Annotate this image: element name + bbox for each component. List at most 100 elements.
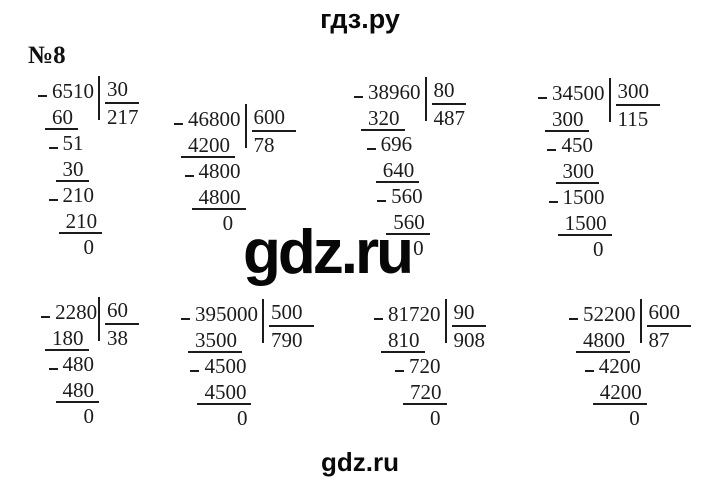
division-row: 6510 [38, 78, 102, 104]
division-row: 480 [52, 377, 99, 403]
minus-sign [547, 149, 557, 151]
division-steps: 34500 300 450 300 1500 1500 0 [538, 80, 612, 262]
division-row: 0 [552, 236, 612, 262]
step-value: 180 [45, 325, 89, 351]
step-value: 0 [83, 235, 95, 259]
step-value: 450 [561, 133, 593, 157]
step-value: 4200 [181, 132, 235, 158]
division-row: 4500 [195, 379, 258, 405]
division-row: 4500 [190, 353, 258, 379]
long-division-block: 46800 4200 4800 4800 0 600 78 [174, 104, 296, 236]
division-row: 34500 [538, 80, 612, 106]
step-value: 4200 [592, 379, 647, 405]
step-value: 560 [386, 209, 430, 235]
step-value: 1500 [562, 185, 605, 209]
division-row: 0 [388, 405, 447, 431]
minus-sign [374, 318, 383, 320]
minus-sign [584, 370, 594, 372]
step-value: 52200 [583, 302, 636, 326]
division-row: 0 [52, 403, 99, 429]
step-value: 30 [55, 156, 89, 182]
division-row: 81720 [374, 301, 447, 327]
minus-sign [181, 318, 190, 320]
minus-sign [395, 370, 404, 372]
division-row: 720 [388, 353, 447, 379]
division-row: 720 [388, 379, 447, 405]
step-value: 0 [237, 406, 248, 430]
site-watermark-center: gdz.ru [243, 218, 414, 287]
divisor: 600 [646, 299, 691, 327]
step-value: 34500 [552, 81, 605, 105]
step-value: 300 [545, 106, 589, 132]
division-corner: 600 87 [639, 299, 691, 352]
division-row: 0 [368, 235, 430, 261]
division-row: 4800 [576, 327, 647, 353]
division-row: 1500 [548, 184, 612, 210]
division-steps: 46800 4200 4800 4800 0 [174, 106, 246, 236]
division-corner: 500 790 [262, 299, 314, 352]
division-row: 1500 [552, 210, 612, 236]
division-row: 30 [52, 156, 102, 182]
division-corner: 300 115 [608, 78, 660, 131]
minus-sign [190, 370, 200, 372]
minus-sign [48, 368, 58, 370]
minus-sign [354, 96, 363, 98]
divisor: 90 [451, 299, 486, 327]
division-corner: 30 217 [98, 76, 139, 129]
long-division-block: 2280 180 480 480 0 60 38 [41, 297, 139, 429]
division-corner: 90 908 [444, 299, 486, 352]
step-value: 560 [391, 184, 423, 208]
step-value: 3500 [188, 327, 242, 353]
step-value: 6510 [52, 79, 94, 103]
quotient: 908 [453, 328, 486, 352]
minus-sign [48, 199, 58, 201]
division-steps: 81720 810 720 720 0 [374, 301, 447, 431]
division-row: 51 [48, 130, 102, 156]
minus-sign [377, 200, 387, 202]
step-value: 4800 [576, 327, 630, 353]
division-row: 4200 [583, 379, 647, 405]
division-row: 696 [366, 131, 430, 157]
step-value: 210 [62, 183, 95, 207]
step-value: 0 [430, 406, 441, 430]
division-corner: 600 78 [244, 104, 296, 157]
divisor: 60 [105, 297, 139, 325]
step-value: 480 [55, 377, 99, 403]
division-row: 52200 [569, 301, 647, 327]
step-value: 51 [62, 131, 84, 155]
step-value: 4500 [197, 379, 252, 405]
step-value: 0 [592, 237, 604, 261]
step-value: 210 [58, 208, 103, 234]
division-row: 395000 [181, 301, 258, 327]
step-value: 696 [380, 132, 413, 156]
step-value: 720 [403, 379, 447, 405]
step-value: 810 [381, 327, 425, 353]
division-row: 320 [361, 105, 430, 131]
division-row: 4800 [184, 158, 246, 184]
division-row: 210 [52, 208, 103, 234]
division-corner: 60 38 [98, 297, 139, 350]
step-value: 46800 [188, 107, 241, 131]
quotient: 115 [617, 107, 649, 131]
division-steps: 52200 4800 4200 4200 0 [569, 301, 647, 431]
step-value: 640 [375, 157, 420, 183]
long-division-block: 395000 3500 4500 4500 0 500 790 [181, 299, 314, 431]
division-row: 0 [195, 405, 258, 431]
site-watermark-top: гдз.ру [320, 4, 400, 34]
divisor: 300 [615, 78, 660, 106]
step-value: 0 [83, 404, 95, 428]
step-value: 4800 [191, 184, 246, 210]
division-corner: 80 487 [424, 77, 466, 130]
step-value: 720 [409, 354, 441, 378]
minus-sign [366, 148, 376, 150]
minus-sign [538, 97, 547, 99]
division-row: 0 [188, 210, 246, 236]
division-row: 4200 [583, 353, 647, 379]
division-row: 300 [552, 158, 612, 184]
step-value: 0 [629, 406, 640, 430]
division-steps: 38960 320 696 640 560 560 0 [354, 79, 430, 261]
step-value: 2280 [55, 300, 98, 324]
